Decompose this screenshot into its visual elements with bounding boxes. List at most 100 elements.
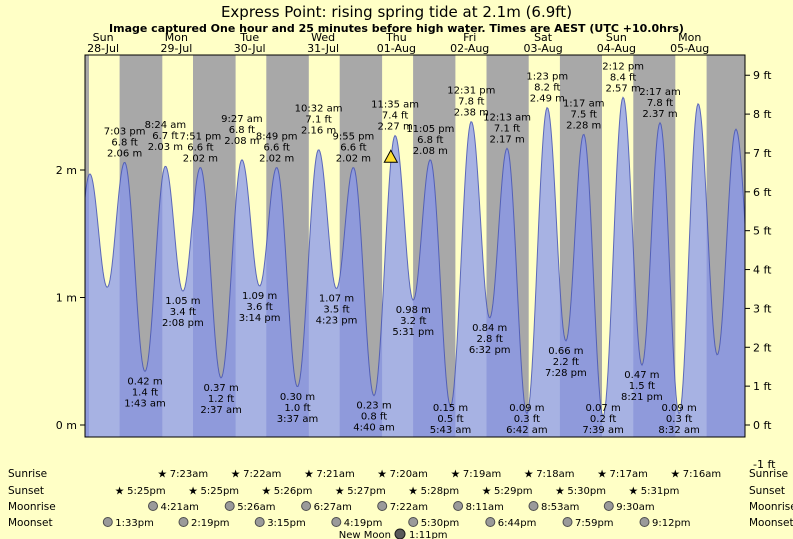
day-date-label: 04-Aug <box>597 42 636 55</box>
moonset-moon-icon <box>178 517 189 527</box>
moonrise-time: 8:11am <box>466 502 504 513</box>
sunset-time: 5:26pm <box>274 486 313 497</box>
sunset-time: 5:25pm <box>201 486 240 497</box>
low-tide-label-line: 2:37 am <box>200 405 242 416</box>
right-axis-label: 1 ft <box>753 380 772 393</box>
high-tide-label-line: 2.06 m <box>107 148 142 159</box>
high-tide-label-line: 7.8 ft <box>647 98 673 109</box>
high-tide-label-line: 2.16 m <box>301 126 336 137</box>
low-tide-label-line: 3:14 pm <box>239 313 281 324</box>
low-tide-label-line: 0.15 m <box>433 403 468 414</box>
page-subtitle: Image captured One hour and 25 minutes b… <box>109 22 684 35</box>
sunrise-time: 7:22am <box>243 469 281 480</box>
high-tide-label-line: 2.02 m <box>336 153 371 164</box>
low-tide-label-line: 6:42 am <box>506 425 548 436</box>
low-tide-label-line: 0.09 m <box>509 403 544 414</box>
moonset-moon-icon <box>562 517 573 527</box>
right-axis-label: 9 ft <box>753 69 772 82</box>
moonrise-time: 9:30am <box>616 502 654 513</box>
day-name-label: Mon <box>678 31 701 44</box>
axes: 0 m 1 m 2 m -1 ft 0 ft 1 ft 2 ft 3 ft 4 ft 5 ft 6 … <box>56 69 776 471</box>
sunrise-star-icon: ★ <box>377 468 387 481</box>
high-tide-label-line: 12:31 pm <box>447 86 495 97</box>
left-axis-label: 0 m <box>56 419 77 432</box>
low-tide-label-line: 1.07 m <box>319 294 354 305</box>
sunrise-star-icon: ★ <box>670 468 680 481</box>
day-name-label: Sat <box>534 31 553 44</box>
low-tide-label-line: 8:21 pm <box>621 392 663 403</box>
right-axis-label: 7 ft <box>753 147 772 160</box>
high-tide-label-line: 1:23 pm <box>526 72 568 83</box>
sunrise-time: 7:17am <box>610 469 648 480</box>
low-tide-label-line: 0.47 m <box>624 370 659 381</box>
right-axis-label: 0 ft <box>753 419 772 432</box>
moonrise-time: 7:22am <box>390 502 428 513</box>
row-label-moonrise-right: Moonrise <box>749 501 793 513</box>
low-tide-label-line: 8:32 am <box>658 425 700 436</box>
row-label-sunset-right: Sunset <box>749 485 785 497</box>
high-tide-label-line: 2.38 m <box>454 108 489 119</box>
moonset-moon-icon <box>639 517 650 527</box>
sunrise-time: 7:21am <box>316 469 354 480</box>
high-tide-label-line: 6.7 ft <box>152 131 178 142</box>
day-date-label: 31-Jul <box>307 42 339 55</box>
low-tide-label-line: 1.09 m <box>242 291 277 302</box>
low-tide-label-line: 0.23 m <box>356 401 391 412</box>
high-tide-label-line: 6.6 ft <box>264 142 290 153</box>
high-tide-label-line: 8:49 pm <box>256 131 298 142</box>
low-tide-label-line: 0.98 m <box>396 305 431 316</box>
row-label-moonset-right: Moonset <box>749 517 793 529</box>
moonset-moon-icon <box>254 517 265 527</box>
right-axis-label: 3 ft <box>753 302 772 315</box>
high-tide-label-line: 6.8 ft <box>229 125 255 136</box>
left-axis-label: 2 m <box>56 164 77 177</box>
low-tide-label-line: 0.09 m <box>662 403 697 414</box>
high-tide-label-line: 12:13 am <box>483 112 531 123</box>
high-tide-label-line: 7.8 ft <box>458 97 484 108</box>
day-name-label: Wed <box>311 31 335 44</box>
moonrise-moon-icon <box>453 501 464 511</box>
high-tide-label-line: 1:17 am <box>563 98 605 109</box>
moonrise-time: 6:27am <box>314 502 352 513</box>
high-tide-label-line: 9:27 am <box>221 114 263 125</box>
sunset-time: 5:31pm <box>641 486 680 497</box>
low-tide-label-line: 1:43 am <box>124 398 166 409</box>
sunrise-star-icon: ★ <box>157 468 167 481</box>
high-tide-label-line: 2.02 m <box>259 153 294 164</box>
day-date-label: 03-Aug <box>523 42 562 55</box>
sunrise-time: 7:19am <box>463 469 501 480</box>
right-axis-label: 2 ft <box>753 341 772 354</box>
low-tide-label-line: 1.4 ft <box>132 387 158 398</box>
low-tide-label-line: 5:31 pm <box>392 327 434 338</box>
moonset-moon-icon <box>331 517 342 527</box>
high-tide-label-line: 6.8 ft <box>111 137 137 148</box>
right-axis-label: 4 ft <box>753 264 772 277</box>
sunset-star-icon: ★ <box>115 485 125 498</box>
high-tide-label-line: 8:24 am <box>145 120 187 131</box>
moonrise-moon-icon <box>301 501 312 511</box>
sunrise-star-icon: ★ <box>450 468 460 481</box>
high-tide-label-line: 2.17 m <box>490 134 525 145</box>
low-tide-label-line: 3.2 ft <box>400 316 426 327</box>
moonrise-moon-icon <box>603 501 614 511</box>
low-tide-label-line: 0.2 ft <box>590 414 616 425</box>
sunrise-time: 7:20am <box>390 469 428 480</box>
sunrise-time: 7:18am <box>536 469 574 480</box>
sunrise-star-icon: ★ <box>597 468 607 481</box>
moonrise-moon-icon <box>377 501 388 511</box>
day-name-label: Sun <box>93 31 114 44</box>
day-date-label: 02-Aug <box>450 42 489 55</box>
low-tide-label-line: 3.4 ft <box>170 307 196 318</box>
high-tide-label-line: 2.08 m <box>224 136 259 147</box>
moonset-moon-icon <box>408 517 419 527</box>
sunset-time: 5:27pm <box>347 486 386 497</box>
high-tide-label-line: 6.6 ft <box>187 142 213 153</box>
sunset-star-icon: ★ <box>628 485 638 498</box>
moonrise-time: 8:53am <box>541 502 579 513</box>
high-tide-label-line: 7.1 ft <box>494 123 520 134</box>
low-tide-label-line: 0.30 m <box>280 392 315 403</box>
moonrise-moon-icon <box>148 501 158 511</box>
low-tide-label-line: 2.8 ft <box>477 334 503 345</box>
high-tide-label-line: 7.1 ft <box>305 115 331 126</box>
